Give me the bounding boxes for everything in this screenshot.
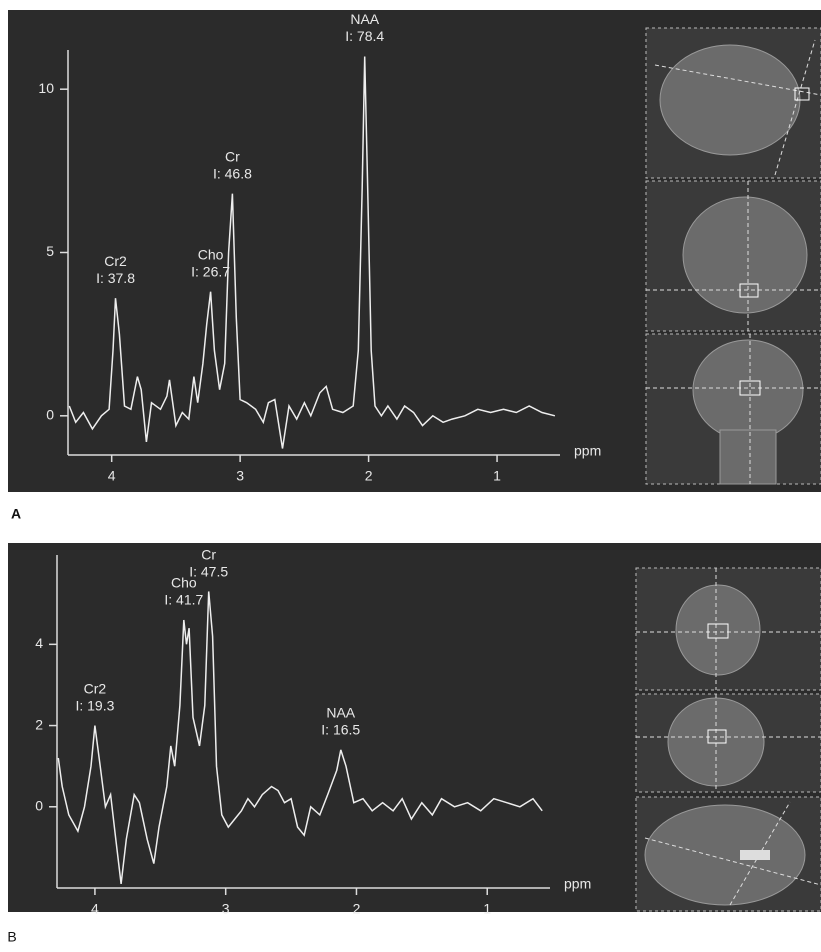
x-tick-label: 1 [483, 901, 491, 917]
x-axis-label: ppm [564, 876, 591, 892]
peak-integral: I: 78.4 [345, 28, 384, 44]
y-tick-label: 2 [35, 716, 43, 732]
y-tick-label: 5 [46, 243, 54, 259]
mri-thumbnails [636, 28, 821, 911]
peak-label: Cr [225, 148, 240, 164]
panel-label: B [7, 929, 16, 945]
peak-integral: I: 47.5 [189, 563, 228, 579]
peak-label: NAA [350, 11, 379, 27]
x-tick-label: 2 [353, 901, 361, 917]
x-axis-label: ppm [574, 443, 601, 459]
y-tick-label: 4 [35, 635, 43, 651]
peak-label: Cho [198, 246, 224, 262]
peak-label: Cr2 [84, 680, 107, 696]
peak-integral: I: 46.8 [213, 165, 252, 181]
peak-label: Cr [201, 546, 216, 562]
peak-integral: I: 37.8 [96, 270, 135, 286]
panel-label: A [11, 506, 21, 522]
figure: 05104321ppmCr2I: 37.8ChoI: 26.7CrI: 46.8… [0, 0, 821, 952]
peak-integral: I: 19.3 [75, 697, 114, 713]
x-tick-label: 4 [91, 901, 99, 917]
page: 05104321ppmCr2I: 37.8ChoI: 26.7CrI: 46.8… [0, 0, 821, 952]
x-tick-label: 4 [108, 468, 116, 484]
peak-integral: I: 41.7 [164, 592, 203, 608]
peak-integral: I: 26.7 [191, 263, 230, 279]
y-tick-label: 10 [38, 80, 54, 96]
peak-label: NAA [326, 705, 355, 721]
peak-integral: I: 16.5 [321, 722, 360, 738]
peak-label: Cr2 [104, 253, 127, 269]
x-tick-label: 2 [365, 468, 373, 484]
x-tick-label: 3 [222, 901, 230, 917]
x-tick-label: 1 [493, 468, 501, 484]
x-tick-label: 3 [236, 468, 244, 484]
y-tick-label: 0 [46, 407, 54, 423]
y-tick-label: 0 [35, 797, 43, 813]
